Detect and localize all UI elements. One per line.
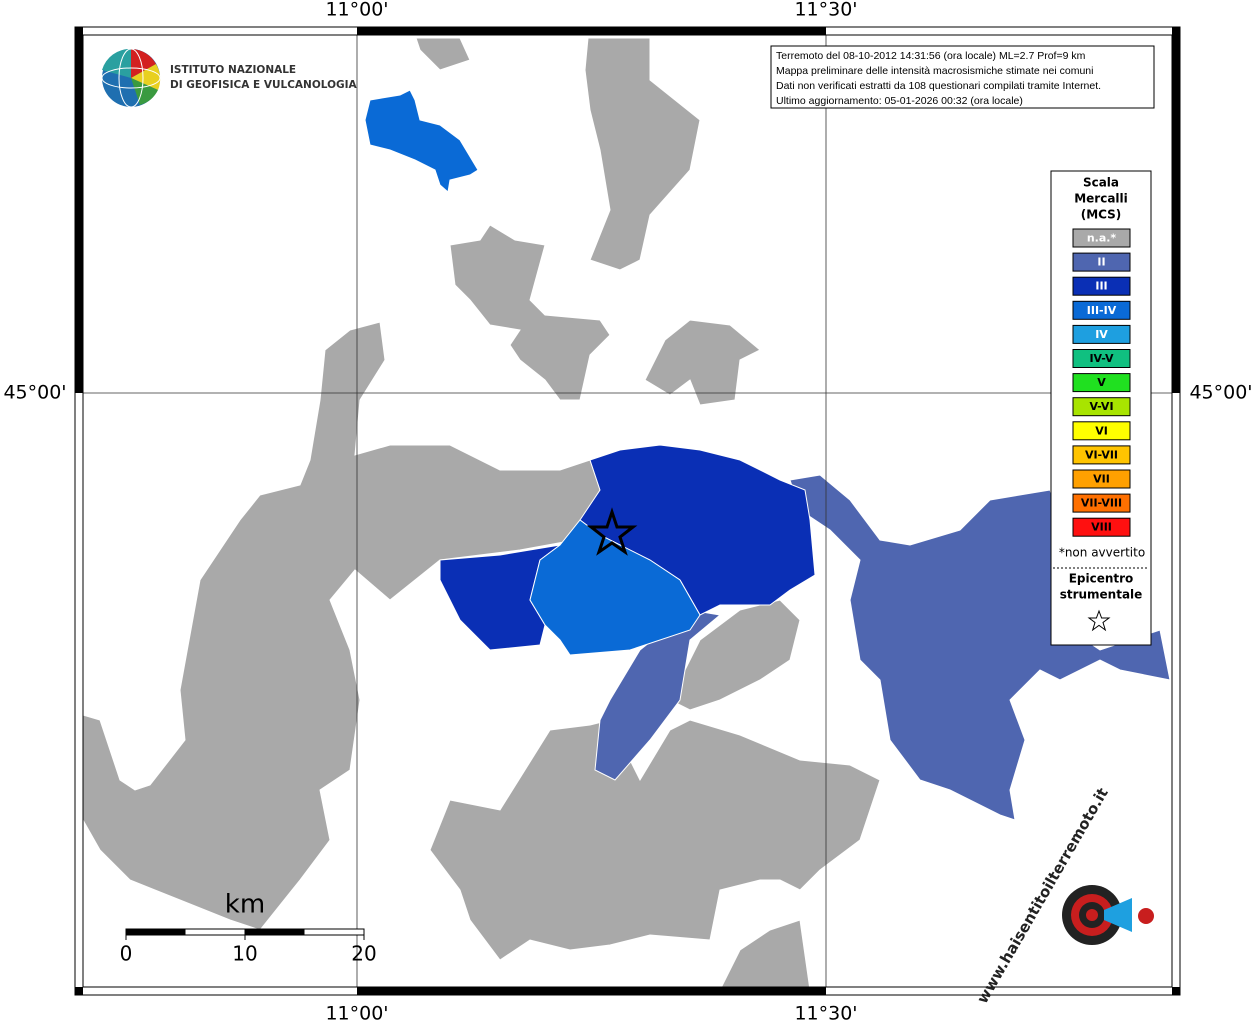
lat-label: 45°00' (1189, 382, 1252, 404)
legend-swatch (1072, 421, 1131, 441)
info-line: Mappa preliminare delle intensità macros… (776, 65, 1093, 77)
legend-swatch (1072, 469, 1131, 489)
legend-title: (MCS) (1081, 208, 1122, 222)
graticule (83, 35, 1172, 987)
legend-swatch (1072, 445, 1131, 465)
legend-swatch (1072, 300, 1131, 320)
legend-label: VII-VIII (1081, 497, 1122, 510)
legend-label: V (1097, 376, 1106, 389)
legend-swatch (1072, 324, 1131, 344)
lat-label: 45°00' (3, 382, 66, 404)
legend-label: II (1097, 256, 1105, 269)
lon-label: 11°30' (794, 1003, 857, 1024)
lon-label: 11°00' (325, 1003, 388, 1024)
legend-swatch (1072, 252, 1131, 272)
legend-label: III (1095, 280, 1107, 293)
legend-epicenter: strumentale (1060, 588, 1143, 602)
institute-name: ISTITUTO NAZIONALE (170, 64, 296, 76)
legend-epicenter: Epicentro (1069, 572, 1134, 586)
legend-swatch (1072, 276, 1131, 296)
institute-name: DI GEOFISICA E VULCANOLOGIA (170, 79, 358, 91)
legend-swatch (1072, 228, 1131, 248)
legend-title: Scala (1083, 176, 1119, 190)
scale-unit: km (225, 890, 265, 920)
legend-label: VII (1093, 473, 1110, 486)
legend-label: IV-V (1089, 352, 1114, 365)
legend-swatch (1072, 397, 1131, 417)
frame (74, 26, 1181, 996)
legend-label: VI-VII (1085, 448, 1118, 461)
legend-swatch (1072, 349, 1131, 368)
info-line: Dati non verificati estratti da 108 ques… (776, 80, 1101, 92)
scale-bar: km 0 10 20 (120, 890, 377, 966)
lon-label: 11°30' (794, 0, 857, 21)
scale-label: 0 (120, 942, 133, 966)
legend-swatch (1072, 517, 1131, 537)
legend-note: *non avvertito (1059, 546, 1145, 560)
legend-label: VIII (1091, 521, 1112, 534)
legend-label: V-VI (1089, 400, 1113, 413)
epicenter (586, 507, 638, 556)
areas (82, 37, 1171, 991)
info-box: Terremoto del 08-10-2012 14:31:56 (ora l… (770, 45, 1155, 109)
legend-label: IV (1095, 328, 1108, 341)
legend-title: Mercalli (1074, 192, 1128, 206)
legend-swatch (1072, 373, 1131, 393)
legend-label: III-IV (1087, 304, 1117, 317)
info-line: Terremoto del 08-10-2012 14:31:56 (ora l… (776, 50, 1086, 62)
scale-label: 10 (232, 942, 257, 966)
legend-label: n.a.* (1087, 232, 1117, 245)
scale-label: 20 (351, 942, 376, 966)
ingv-logo: ISTITUTO NAZIONALE DI GEOFISICA E VULCAN… (101, 48, 358, 108)
info-line: Ultimo aggiornamento: 05-01-2026 00:32 (… (776, 95, 1023, 107)
lon-label: 11°00' (325, 0, 388, 21)
legend-label: VI (1095, 424, 1108, 437)
legend: ScalaMercalli(MCS)n.a.*IIIIIIII-IVIVIV-V… (1050, 170, 1152, 646)
legend-swatch (1072, 493, 1131, 513)
